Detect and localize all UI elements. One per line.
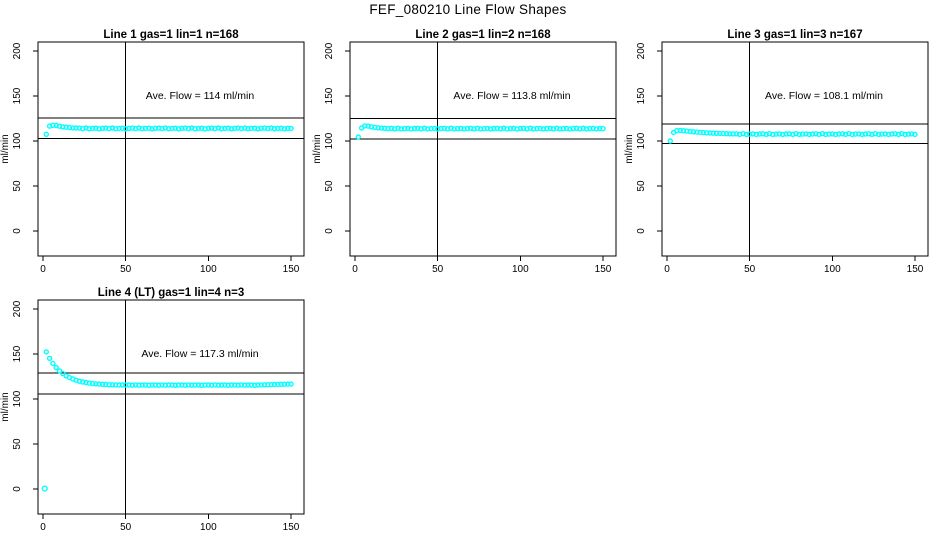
y-tick-label: 0 [12, 228, 23, 234]
data-point [285, 381, 291, 387]
y-tick-label: 100 [12, 390, 23, 407]
data-point [56, 368, 63, 374]
data-point [43, 349, 49, 355]
data-point [149, 382, 155, 388]
data-point [192, 382, 198, 388]
data-point [288, 381, 294, 387]
data-point [355, 134, 361, 140]
ave-flow-annotation: Ave. Flow = 108.1 ml/min [765, 90, 883, 102]
x-tick-label: 50 [120, 264, 132, 275]
y-tick-label: 100 [324, 132, 335, 149]
x-tick-label: 100 [512, 264, 529, 275]
x-tick-label: 100 [824, 264, 841, 275]
flow-series [667, 127, 918, 144]
data-point [218, 382, 225, 388]
y-tick-label: 150 [12, 87, 23, 104]
panel-line-1: 0 50 100 150 0 50 100 150 200 ml/min Line 1 gas=1… [0, 18, 312, 276]
x-tick-label: 50 [744, 264, 756, 275]
y-tick-label: 50 [12, 180, 23, 192]
y-axis-label: ml/min [0, 392, 11, 421]
ave-flow-annotation: Ave. Flow = 113.8 ml/min [453, 90, 571, 102]
data-point [46, 355, 53, 362]
panel-line-3: 0 50 100 150 0 50 100 150 200 ml/min Line 3 gas=1… [624, 18, 936, 276]
figure-title: FEF_080210 Line Flow Shapes [369, 2, 567, 17]
x-tick-label: 0 [40, 522, 46, 533]
panel-title: Line 3 gas=1 lin=3 n=167 [727, 29, 863, 41]
y-tick-label: 50 [324, 180, 335, 192]
panel-1-plot: 0 50 100 150 0 50 100 150 200 ml/min [0, 41, 305, 275]
y-tick-label: 100 [12, 132, 23, 149]
outlier-point [41, 485, 48, 492]
ave-flow-annotation: Ave. Flow = 117.3 ml/min [141, 348, 259, 360]
x-tick-label: 50 [432, 264, 444, 275]
x-tick-label: 150 [595, 264, 612, 275]
y-axis-label: ml/min [312, 134, 323, 163]
x-tick-label: 150 [907, 264, 924, 275]
x-tick-label: 0 [40, 264, 46, 275]
x-tick-label: 50 [120, 522, 132, 533]
y-tick-label: 150 [324, 87, 335, 104]
data-point [43, 131, 49, 138]
x-tick-label: 100 [200, 264, 217, 275]
y-tick-label: 200 [636, 42, 647, 59]
panel-3-plot: 0 50 100 150 0 50 100 150 200 ml/min [624, 41, 929, 275]
data-point [119, 382, 126, 388]
y-tick-label: 0 [12, 486, 23, 492]
x-tick-label: 150 [283, 264, 300, 275]
data-point [288, 125, 294, 132]
y-tick-label: 0 [324, 228, 335, 234]
x-tick-label: 0 [352, 264, 358, 275]
plot-box [37, 41, 305, 257]
panel-2-plot: 0 50 100 150 0 50 100 150 200 ml/min [312, 41, 617, 275]
ave-flow-annotation: Ave. Flow = 114 ml/min [145, 90, 255, 102]
y-tick-label: 0 [636, 228, 647, 234]
x-tick-label: 150 [283, 522, 300, 533]
flow-series [43, 122, 294, 138]
flow-series [41, 349, 294, 492]
plot-box [661, 41, 929, 257]
data-point [50, 360, 56, 367]
x-tick-label: 0 [664, 264, 670, 275]
data-point [600, 125, 606, 132]
panel-4-plot: 0 50 100 150 0 50 100 150 200 ml/min [0, 299, 305, 533]
y-axis-label: ml/min [0, 134, 11, 163]
y-axis-label: ml/min [624, 134, 635, 163]
panel-title: Line 1 gas=1 lin=1 n=168 [103, 29, 239, 41]
y-tick-label: 150 [636, 87, 647, 104]
flow-series [355, 123, 606, 140]
panel-title: Line 4 (LT) gas=1 lin=4 n=3 [97, 287, 245, 299]
data-point [53, 364, 59, 371]
y-tick-label: 200 [324, 42, 335, 59]
y-tick-label: 50 [636, 180, 647, 192]
y-tick-label: 50 [12, 438, 23, 450]
y-tick-label: 150 [12, 345, 23, 362]
plot-box [349, 41, 617, 257]
data-point [912, 131, 918, 138]
plot-box [37, 299, 305, 515]
y-tick-label: 200 [12, 42, 23, 59]
panel-title: Line 2 gas=1 lin=2 n=168 [415, 29, 551, 41]
y-tick-label: 200 [12, 300, 23, 317]
data-point [667, 138, 673, 144]
panel-line-2: 0 50 100 150 0 50 100 150 200 ml/min Line 2 gas=1… [312, 18, 624, 276]
y-tick-label: 100 [636, 132, 647, 149]
panel-line-4: 0 50 100 150 0 50 100 150 200 ml/min Line 4 (LT) … [0, 276, 312, 534]
x-tick-label: 100 [200, 522, 217, 533]
data-point [175, 382, 182, 388]
